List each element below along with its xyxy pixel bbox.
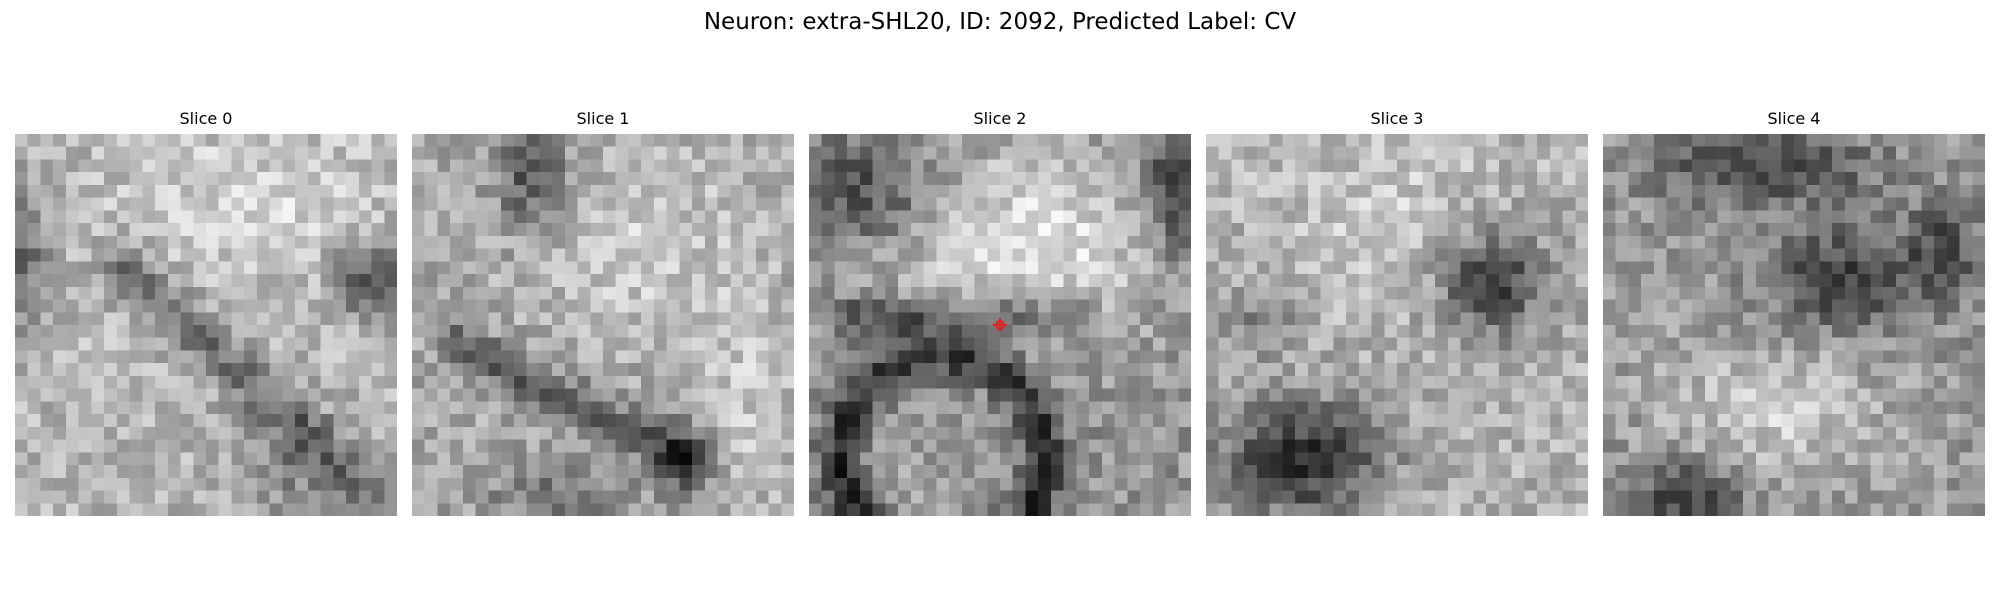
slice-panel-2: Slice 2	[809, 108, 1191, 516]
slice-panel-4: Slice 4	[1603, 108, 1985, 516]
slice-image-0	[15, 134, 397, 516]
center-crosshair-icon	[993, 318, 1007, 332]
slice-image-3	[1206, 134, 1588, 516]
figure-title: Neuron: extra-SHL20, ID: 2092, Predicted…	[703, 9, 1297, 35]
slice-panel-1: Slice 1	[412, 108, 794, 516]
slice-panel-3: Slice 3	[1206, 108, 1588, 516]
slice-title-2: Slice 2	[973, 109, 1027, 128]
slice-title-0: Slice 0	[179, 109, 233, 128]
slice-title-1: Slice 1	[576, 109, 630, 128]
slice-title-4: Slice 4	[1767, 109, 1821, 128]
slice-image-1	[412, 134, 794, 516]
slice-image-4	[1603, 134, 1985, 516]
slice-panel-0: Slice 0	[15, 108, 397, 516]
slice-title-3: Slice 3	[1370, 109, 1424, 128]
